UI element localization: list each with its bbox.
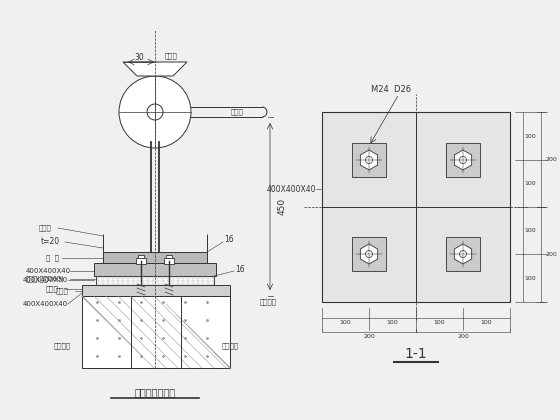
Text: 100: 100 [524,134,536,139]
Circle shape [119,76,191,148]
Text: 轴中线: 轴中线 [231,109,244,116]
Text: 100: 100 [524,228,536,233]
Text: 100: 100 [524,276,536,281]
Text: 400X400X40: 400X400X40 [267,184,316,194]
Text: 混凝土柱: 混凝土柱 [222,343,239,349]
Text: 100: 100 [340,320,351,326]
Text: 400X400X40: 400X400X40 [25,268,71,274]
Bar [322,112,510,302]
Text: 100: 100 [524,181,536,186]
Text: 1-1: 1-1 [405,347,427,361]
Bar [164,258,174,264]
Text: 100: 100 [433,320,445,326]
Circle shape [366,157,372,163]
Text: 混凝土柱: 混凝土柱 [54,343,71,349]
Bar [166,255,172,258]
Text: 16: 16 [224,236,234,244]
Polygon shape [454,150,472,170]
Bar [82,285,230,296]
Text: 橡胶垫(孔径D60): 橡胶垫(孔径D60) [26,276,64,282]
Bar [103,252,207,263]
Bar [136,258,146,264]
Circle shape [460,157,466,163]
Text: 200: 200 [545,157,557,162]
Bar [352,143,386,177]
Polygon shape [360,244,377,264]
Text: 450: 450 [278,198,287,215]
Text: 200: 200 [363,334,375,339]
Text: 16: 16 [235,265,245,273]
Text: 200: 200 [457,334,469,339]
Text: 100: 100 [387,320,398,326]
Text: 过渡板: 过渡板 [45,286,58,292]
Text: 钢结构: 钢结构 [165,52,178,59]
Bar [138,255,144,258]
Text: 200: 200 [545,252,557,257]
Polygon shape [82,296,230,368]
Text: M24  D26: M24 D26 [371,86,411,94]
Bar [94,263,216,276]
Polygon shape [123,62,187,76]
Circle shape [366,250,372,257]
Text: t=20: t=20 [40,237,59,247]
Bar [96,276,214,285]
Text: 预埋板: 预埋板 [55,288,68,294]
Bar [352,237,386,271]
Circle shape [147,104,163,120]
Text: 加劲板: 加劲板 [39,225,52,231]
Polygon shape [454,244,472,264]
Text: 30: 30 [134,52,144,61]
Text: 水平标高: 水平标高 [259,299,277,305]
Text: 下弦支座示意图: 下弦支座示意图 [134,387,176,397]
Circle shape [460,250,466,257]
Text: 承  板: 承 板 [45,255,58,261]
Bar [446,143,480,177]
Text: 400X400X50: 400X400X50 [22,277,68,283]
Polygon shape [360,150,377,170]
Bar [446,237,480,271]
Text: 100: 100 [480,320,492,326]
Text: 400X400X40: 400X400X40 [22,301,68,307]
